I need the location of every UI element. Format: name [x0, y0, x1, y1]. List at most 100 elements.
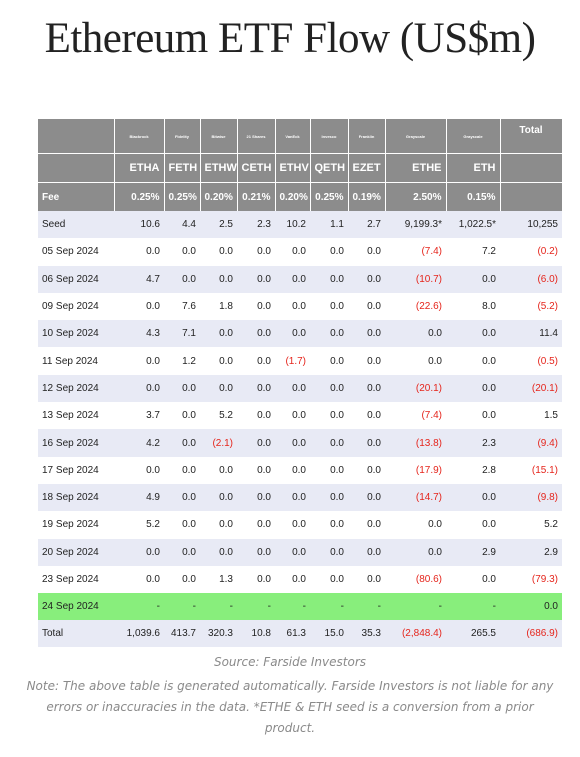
table-cell: 1.2 — [164, 347, 200, 375]
table-cell: 0.0 — [348, 374, 385, 403]
table-cell: 10.2 — [275, 211, 310, 239]
table-row: 19 Sep 2024 5.2 0.0 0.0 0.0 0.0 0.0 0.0 0.0 0.0 5.… — [38, 511, 562, 539]
table-cell: 10.6 — [114, 211, 164, 239]
table-cell: 0.0 — [446, 565, 500, 594]
table-cell: (13.8) — [385, 429, 446, 457]
table-cell: 0.0 — [446, 374, 500, 403]
table-cell: 0.0 — [114, 292, 164, 321]
ticker-header-cell — [500, 153, 563, 183]
table-row: 11 Sep 2024 0.0 1.2 0.0 0.0 (1.7) 0.0 0.0 0.0 0.0… — [38, 347, 562, 375]
table-cell: 0.0 — [237, 402, 275, 430]
table-cell: 61.3 — [275, 620, 310, 648]
table-cell: 413.7 — [164, 620, 200, 648]
table-cell: 0.0 — [310, 347, 348, 375]
fee-cell — [500, 182, 563, 211]
table-cell: 0.0 — [200, 538, 237, 566]
table-cell: 3.7 — [114, 402, 164, 430]
ticker-header-cell: FETH — [164, 153, 201, 183]
table-cell: 0.0 — [200, 374, 237, 403]
table-cell: 0.0 — [275, 483, 310, 512]
row-label-cell: 23 Sep 2024 — [38, 565, 114, 594]
table-cell: (15.1) — [500, 456, 562, 484]
table-cell: 0.0 — [275, 402, 310, 430]
table-cell: 0.0 — [310, 483, 348, 512]
row-label-cell: 16 Sep 2024 — [38, 429, 114, 457]
ticker-header-cell: ETHE — [385, 153, 447, 183]
table-cell: 0.0 — [275, 320, 310, 348]
table-cell: (5.2) — [500, 292, 562, 321]
table-cell: 4.3 — [114, 320, 164, 348]
table-cell: - — [237, 593, 275, 621]
table-cell: 0.0 — [310, 538, 348, 566]
table-cell: 0.0 — [275, 429, 310, 457]
table-cell: 9,199.3* — [385, 211, 446, 239]
total-row: Total 1,039.6 413.7 320.3 10.8 61.3 15.0 35.3 (2… — [38, 620, 562, 648]
table-cell: 2.9 — [446, 538, 500, 566]
table-cell: 0.0 — [500, 593, 562, 621]
table-row: 05 Sep 2024 0.0 0.0 0.0 0.0 0.0 0.0 0.0 (7.4) 7.2… — [38, 238, 562, 266]
table-cell: 7.6 — [164, 292, 200, 321]
fee-cell: 0.19% — [348, 182, 386, 211]
table-cell: 5.2 — [500, 511, 562, 539]
table-cell: 0.0 — [310, 320, 348, 348]
table-cell: 0.0 — [237, 374, 275, 403]
table-cell: 0.0 — [237, 511, 275, 539]
table-cell: 0.0 — [385, 320, 446, 348]
table-cell: 0.0 — [275, 456, 310, 484]
source-caption: Source: Farside Investors — [213, 655, 367, 669]
ticker-header-cell — [38, 153, 115, 183]
table-cell: 0.0 — [164, 456, 200, 484]
table-cell: - — [310, 593, 348, 621]
table-cell: 0.0 — [348, 292, 385, 321]
table-cell: 0.0 — [310, 374, 348, 403]
row-label-cell: Total — [38, 620, 114, 648]
fee-cell: 0.20% — [275, 182, 311, 211]
table-cell: 0.0 — [237, 456, 275, 484]
table-cell: 0.0 — [164, 374, 200, 403]
table-cell: 0.0 — [200, 347, 237, 375]
table-cell: 0.0 — [348, 320, 385, 348]
table-row: 17 Sep 2024 0.0 0.0 0.0 0.0 0.0 0.0 0.0 (17.9) 2.… — [38, 456, 562, 484]
table-cell: 0.0 — [275, 538, 310, 566]
table-cell: 0.0 — [164, 511, 200, 539]
table-cell: 7.2 — [446, 238, 500, 266]
table-cell: 0.0 — [200, 483, 237, 512]
issuer-header-cell: Franklin — [348, 119, 386, 154]
row-label-cell: 10 Sep 2024 — [38, 320, 114, 348]
row-label-cell: 05 Sep 2024 — [38, 238, 114, 266]
table-cell: 0.0 — [114, 347, 164, 375]
table-cell: (7.4) — [385, 238, 446, 266]
table-cell: 0.0 — [348, 238, 385, 266]
highlighted-row: 24 Sep 2024- - - - - - - - -0.0 — [38, 593, 562, 621]
table-cell: 0.0 — [348, 456, 385, 484]
table-cell: 15.0 — [310, 620, 348, 648]
table-cell: 0.0 — [385, 538, 446, 566]
table-cell: (9.8) — [500, 483, 562, 512]
table-cell: (9.4) — [500, 429, 562, 457]
table-cell: 0.0 — [348, 511, 385, 539]
table-cell: - — [200, 593, 237, 621]
table-cell: (2.1) — [200, 429, 237, 457]
table-cell: 0.0 — [310, 565, 348, 594]
table-cell: 0.0 — [164, 265, 200, 293]
fee-header-row: Fee 0.25% 0.25% 0.20% 0.21% 0.20% 0.25% 0.19% 2.… — [38, 182, 563, 211]
table-cell: 0.0 — [200, 320, 237, 348]
table-cell: 8.0 — [446, 292, 500, 321]
table-cell: 0.0 — [446, 347, 500, 375]
table-cell: 0.0 — [348, 565, 385, 594]
table-cell: 0.0 — [237, 429, 275, 457]
table-cell: 2.3 — [237, 211, 275, 239]
table-cell: 1,039.6 — [114, 620, 164, 648]
table-cell: 320.3 — [200, 620, 237, 648]
table-cell: 0.0 — [114, 565, 164, 594]
issuer-header-cell — [38, 119, 115, 154]
row-label-cell: 17 Sep 2024 — [38, 456, 114, 484]
issuer-header-cell: 21 Shares — [237, 119, 276, 154]
table-cell: 1,022.5* — [446, 211, 500, 239]
table-cell: (14.7) — [385, 483, 446, 512]
table-cell: (17.9) — [385, 456, 446, 484]
table-row: 16 Sep 2024 4.2 0.0 (2.1) 0.0 0.0 0.0 0.0 (13.8)… — [38, 429, 562, 457]
table-cell: - — [164, 593, 200, 621]
table-cell: 0.0 — [310, 292, 348, 321]
table-cell: - — [114, 593, 164, 621]
